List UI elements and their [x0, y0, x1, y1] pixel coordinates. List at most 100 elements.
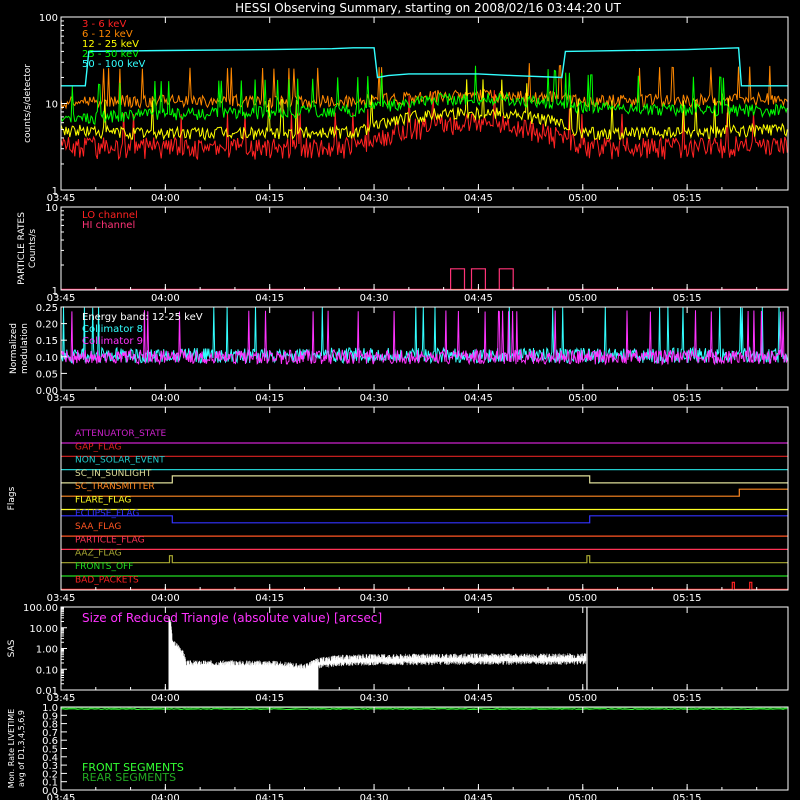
series-line — [60, 79, 788, 142]
x-tick-label: 05:15 — [673, 393, 702, 404]
series-line — [60, 708, 788, 711]
series-line — [60, 706, 788, 709]
flag-label: SAA_FLAG — [75, 522, 121, 532]
y-tick-label: 0.8 — [42, 720, 58, 731]
legend-entry: 25 - 50 keV — [82, 49, 139, 60]
y-axis-label: counts/s/detector — [23, 64, 33, 143]
y-axis-label: Flags — [7, 486, 17, 510]
flag-label: PARTICLE_FLAG — [75, 535, 145, 545]
legend-entry: Collimator 8 — [82, 324, 143, 335]
y-tick-label: 0.1 — [42, 778, 58, 789]
x-tick-label: 04:45 — [464, 593, 493, 604]
annotation: Energy band: 12-25 keV — [82, 312, 203, 323]
x-tick-label: 03:45 — [47, 393, 76, 404]
flag-line — [61, 515, 788, 524]
series-line — [60, 63, 788, 110]
x-tick-label: 03:45 — [47, 193, 76, 204]
x-tick-label: 04:30 — [360, 393, 389, 404]
y-tick-label: 0.5 — [42, 745, 58, 756]
x-tick-label: 04:30 — [360, 793, 389, 800]
x-tick-label: 05:15 — [673, 793, 702, 800]
y-tick-label: 0.10 — [36, 665, 58, 676]
y-tick-label: 1 — [52, 286, 58, 297]
x-tick-label: 03:45 — [47, 293, 76, 304]
series-line — [60, 90, 788, 161]
y-axis-label: avg of D1,3,4,5,6,9 — [17, 710, 26, 787]
flag-label: ECLIPSE_FLAG — [75, 509, 139, 519]
series-line — [168, 616, 587, 690]
y-axis-label: Mon. Rate LIVETIME — [7, 709, 16, 788]
x-tick-label: 04:45 — [464, 693, 493, 704]
x-tick-label: 04:15 — [255, 693, 284, 704]
x-tick-label: 04:15 — [255, 793, 284, 800]
x-tick-label: 05:15 — [673, 593, 702, 604]
y-axis-label: PARTICLE RATES — [17, 212, 27, 285]
y-tick-label: 0.2 — [42, 769, 58, 780]
y-tick-label: 10.00 — [29, 624, 58, 635]
flag-label: AAZ_FLAG — [75, 549, 122, 559]
series-line — [61, 47, 788, 87]
flag-label: FLARE_FLAG — [75, 496, 131, 506]
series-line — [60, 306, 788, 365]
x-tick-label: 05:00 — [568, 693, 597, 704]
series-line — [60, 65, 788, 126]
y-axis-label: Counts/s — [28, 229, 38, 268]
x-tick-label: 04:45 — [464, 293, 493, 304]
series-line — [60, 310, 788, 366]
x-tick-label: 05:15 — [673, 293, 702, 304]
x-tick-label: 04:00 — [151, 193, 180, 204]
y-tick-label: 0.15 — [36, 336, 58, 347]
panel-sas: Size of Reduced Triangle (absolute value… — [7, 603, 789, 704]
x-tick-label: 04:15 — [255, 293, 284, 304]
flag-label: BAD_PACKETS — [75, 575, 139, 585]
flag-label: FRONTS_OFF — [75, 562, 133, 572]
x-tick-label: 04:00 — [151, 693, 180, 704]
series-label: Size of Reduced Triangle (absolute value… — [82, 611, 382, 625]
flag-line — [61, 581, 788, 590]
legend-entry: HI channel — [82, 220, 135, 231]
y-tick-label: 0.6 — [42, 736, 58, 747]
flag-label: SC_TRANSMITTER — [75, 482, 155, 492]
legend-entry: 6 - 12 keV — [82, 29, 133, 40]
x-tick-label: 04:30 — [360, 293, 389, 304]
x-tick-label: 04:00 — [151, 793, 180, 800]
y-tick-label: 1 — [52, 186, 58, 197]
y-tick-label: 0.4 — [42, 753, 58, 764]
flag-label: GAP_FLAG — [75, 442, 121, 452]
x-tick-label: 04:45 — [464, 393, 493, 404]
x-tick-label: 05:00 — [568, 393, 597, 404]
x-tick-label: 04:45 — [464, 193, 493, 204]
x-tick-label: 05:00 — [568, 593, 597, 604]
y-axis-label: SAS — [7, 639, 17, 657]
y-tick-label: 0.9 — [42, 711, 58, 722]
x-tick-label: 04:30 — [360, 593, 389, 604]
y-tick-label: 100.00 — [23, 603, 58, 614]
legend-entry: 12 - 25 keV — [82, 39, 139, 50]
panel-frame — [60, 206, 789, 291]
y-tick-label: 0.3 — [42, 761, 58, 772]
y-tick-label: 0.7 — [42, 728, 58, 739]
panel-flags: ATTENUATOR_STATE GAP_FLAG NON_SOLAR_EVENT S… — [7, 406, 789, 604]
y-tick-label: 0.10 — [36, 353, 58, 364]
flag-line — [61, 488, 788, 497]
legend-entry: 3 - 6 keV — [82, 19, 126, 30]
y-tick-label: 0.00 — [36, 386, 58, 397]
x-tick-label: 03:45 — [47, 793, 76, 800]
flag-label: NON_SOLAR_EVENT — [75, 456, 165, 466]
y-tick-label: 0.0 — [42, 786, 58, 797]
flag-line — [61, 475, 788, 484]
x-tick-label: 03:45 — [47, 693, 76, 704]
y-axis-label: modulation — [20, 323, 30, 374]
legend-entry: FRONT SEGMENTS — [82, 761, 184, 774]
flag-label: ATTENUATOR_STATE — [75, 429, 167, 439]
legend-entry: LO channel — [82, 210, 138, 221]
y-tick-label: 0.25 — [36, 303, 58, 314]
x-tick-label: 04:00 — [151, 393, 180, 404]
x-tick-label: 03:45 — [47, 593, 76, 604]
y-tick-label: 100 — [39, 13, 58, 24]
flag-line — [61, 555, 788, 564]
